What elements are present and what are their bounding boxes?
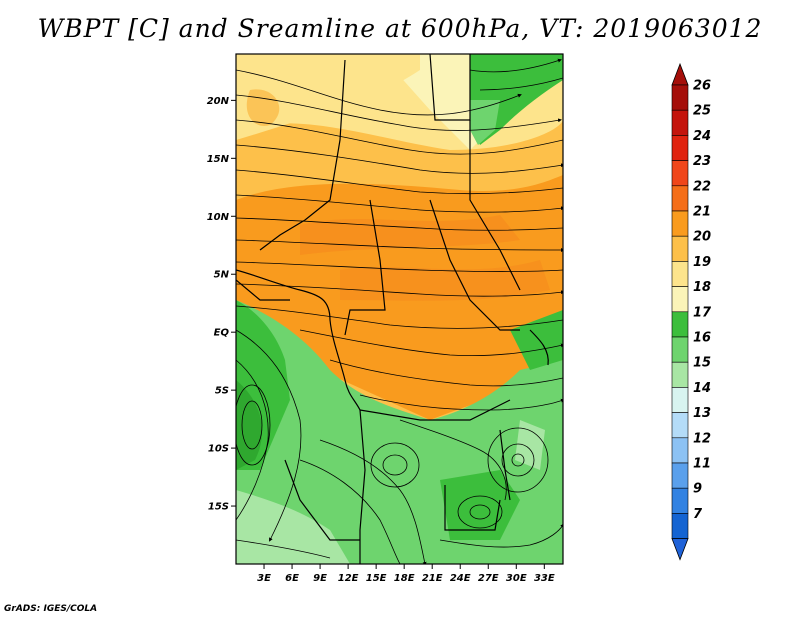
colorbar-label: 14 bbox=[693, 381, 711, 396]
colorbar-swatch bbox=[671, 135, 689, 161]
colorbar-label: 12 bbox=[693, 431, 711, 446]
y-tick-label: 5N bbox=[214, 270, 230, 281]
colorbar-label: 16 bbox=[693, 331, 711, 346]
colorbar-swatch bbox=[671, 210, 689, 237]
wbpt-field bbox=[236, 54, 563, 564]
colorbar-swatch bbox=[671, 185, 689, 212]
colorbar-swatch bbox=[671, 412, 689, 439]
map-frame bbox=[235, 53, 564, 565]
y-tick-label: 5S bbox=[215, 386, 229, 397]
x-tick-label: 3E bbox=[257, 573, 271, 584]
colorbar-swatch bbox=[671, 487, 689, 514]
colorbar-swatch bbox=[671, 261, 689, 287]
y-tick-label: EQ bbox=[214, 328, 230, 339]
x-tick-label: 24E bbox=[450, 573, 471, 584]
colorbar-label: 17 bbox=[693, 305, 712, 320]
y-tick-label: 15N bbox=[207, 154, 230, 165]
x-axis: 3E 6E 9E 12E 15E 18E 21E 24E 27E 30E 33E bbox=[257, 564, 555, 584]
x-tick-label: 18E bbox=[394, 573, 415, 584]
map-panel bbox=[235, 53, 564, 565]
colorbar-label: 24 bbox=[693, 129, 711, 144]
country-borders bbox=[236, 54, 549, 564]
x-tick-label: 21E bbox=[422, 573, 443, 584]
grads-credit: GrADS: IGES/COLA bbox=[4, 604, 98, 614]
colorbar-swatch bbox=[671, 286, 689, 313]
colorbar-top-arrow bbox=[671, 62, 689, 86]
colorbar-swatch bbox=[671, 160, 689, 187]
colorbar-swatch bbox=[671, 437, 689, 464]
colorbar-label: 20 bbox=[693, 230, 711, 245]
colorbar-swatch bbox=[671, 109, 689, 136]
x-tick-label: 30E bbox=[506, 573, 527, 584]
colorbar-swatch bbox=[671, 513, 689, 539]
colorbar-label: 22 bbox=[693, 179, 711, 194]
colorbar-label: 18 bbox=[693, 280, 711, 295]
colorbar-swatch bbox=[671, 336, 689, 363]
colorbar-swatch bbox=[671, 84, 689, 111]
colorbar-label: 11 bbox=[693, 457, 711, 472]
x-tick-label: 27E bbox=[478, 573, 499, 584]
colorbar-label: 19 bbox=[693, 255, 711, 270]
colorbar-label: 23 bbox=[693, 154, 711, 169]
y-tick-label: 10N bbox=[207, 212, 230, 223]
colorbar-label: 7 bbox=[693, 507, 703, 522]
colorbar-label: 21 bbox=[693, 205, 711, 220]
x-tick-label: 33E bbox=[534, 573, 555, 584]
x-tick-label: 12E bbox=[338, 573, 359, 584]
colorbar-label: 26 bbox=[693, 79, 711, 94]
x-tick-label: 15E bbox=[366, 573, 387, 584]
streamlines bbox=[236, 58, 563, 564]
y-tick-label: 20N bbox=[207, 96, 230, 107]
x-tick-label: 9E bbox=[313, 573, 327, 584]
colorbar-swatch bbox=[671, 235, 689, 262]
chart-title: WBPT [C] and Sreamline at 600hPa, VT: 20… bbox=[37, 14, 763, 43]
x-tick-label: 6E bbox=[285, 573, 299, 584]
y-tick-label: 10S bbox=[208, 444, 229, 455]
colorbar-swatch bbox=[671, 361, 689, 388]
y-axis: 20N 15N 10N 5N EQ 5S 10S 15S bbox=[207, 96, 236, 513]
colorbar-swatch bbox=[671, 311, 689, 338]
colorbar-swatch bbox=[671, 462, 689, 489]
y-tick-label: 15S bbox=[208, 502, 229, 513]
colorbar-label: 9 bbox=[693, 482, 702, 497]
colorbar-label: 15 bbox=[693, 356, 711, 371]
colorbar: 26 25 24 23 22 21 20 19 18 17 16 15 14 13 12 11 9 7 bbox=[671, 62, 712, 561]
chart-svg: 3E 6E 9E 12E 15E 18E 21E 24E 27E 30E 33E 20N 15N 10N… bbox=[207, 53, 712, 584]
colorbar-swatch bbox=[671, 387, 689, 413]
colorbar-bottom-arrow bbox=[671, 538, 689, 561]
colorbar-label: 13 bbox=[693, 406, 711, 421]
colorbar-label: 25 bbox=[693, 104, 711, 119]
